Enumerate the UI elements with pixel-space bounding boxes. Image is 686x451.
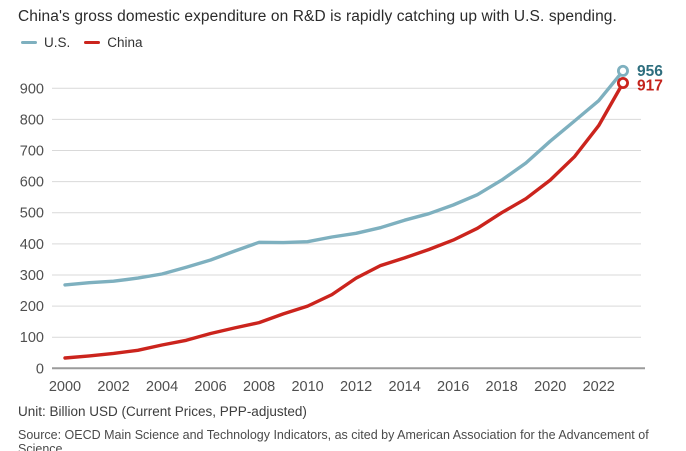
x-tick-label: 2020 (534, 379, 566, 395)
x-tick-label: 2006 (194, 379, 226, 395)
legend-item-us: U.S. (21, 35, 70, 50)
y-tick-label: 900 (20, 81, 44, 97)
x-tick-label: 2004 (146, 379, 178, 395)
legend-label-china: China (107, 35, 143, 50)
us-line-swatch-icon (21, 40, 37, 45)
source-note: Source: OECD Main Science and Technology… (18, 428, 649, 451)
us-endpoint-marker (616, 64, 629, 77)
us-data-line (63, 69, 625, 287)
x-tick-label: 2010 (291, 379, 323, 395)
china-endpoint-marker (616, 77, 629, 90)
us-end-value-label: 956 (637, 63, 663, 80)
x-tick-label: 2014 (389, 379, 421, 395)
y-tick-label: 700 (20, 144, 44, 160)
chart-title: China's gross domestic expenditure on R&… (18, 8, 617, 25)
x-tick-label: 2002 (97, 379, 129, 395)
y-tick-label: 400 (20, 237, 44, 253)
chart-legend: U.S. China (21, 35, 143, 50)
x-tick-label: 2022 (583, 379, 615, 395)
x-tick-label: 2016 (437, 379, 469, 395)
y-tick-label: 800 (20, 112, 44, 128)
x-tick-label: 2012 (340, 379, 372, 395)
y-tick-label: 300 (20, 268, 44, 284)
y-tick-label: 200 (20, 299, 44, 315)
x-tick-label: 2008 (243, 379, 275, 395)
china-end-value-label: 917 (637, 78, 663, 95)
y-tick-label: 100 (20, 330, 44, 346)
legend-label-us: U.S. (44, 35, 71, 50)
y-tick-label: 0 (36, 361, 44, 377)
x-tick-label: 2018 (486, 379, 518, 395)
x-tick-label: 2000 (49, 379, 81, 395)
unit-note: Unit: Billion USD (Current Prices, PPP-a… (18, 404, 307, 419)
china-data-line (63, 81, 625, 360)
china-line-swatch-icon (84, 40, 101, 45)
y-tick-label: 600 (20, 175, 44, 191)
y-tick-label: 500 (20, 206, 44, 222)
legend-item-china: China (84, 35, 143, 50)
